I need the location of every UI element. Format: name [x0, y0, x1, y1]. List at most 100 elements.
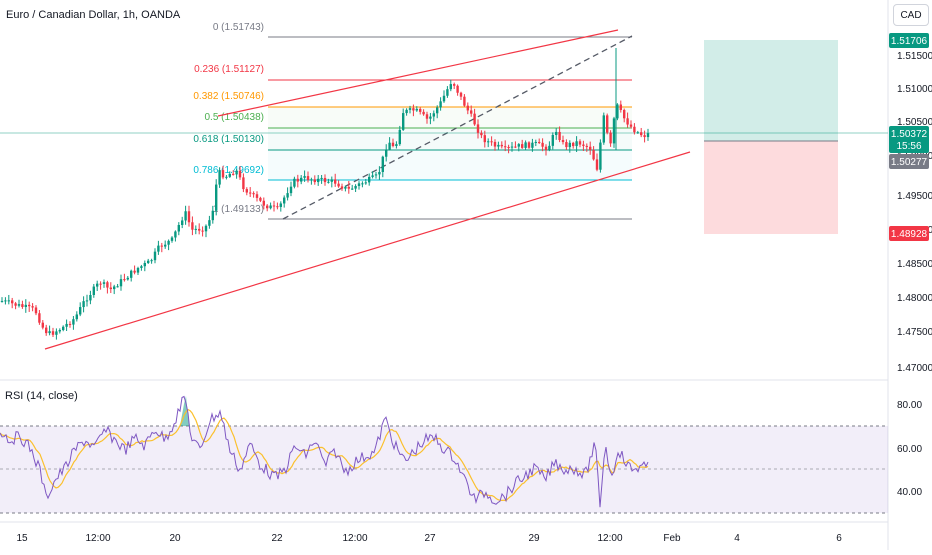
candle-body[interactable]	[398, 129, 401, 145]
candle-body[interactable]	[208, 220, 211, 226]
candle-body[interactable]	[109, 287, 112, 290]
candle-body[interactable]	[123, 279, 126, 281]
candle-body[interactable]	[327, 181, 330, 183]
candle-body[interactable]	[351, 188, 354, 190]
candle-body[interactable]	[419, 108, 422, 112]
candle-body[interactable]	[493, 141, 497, 147]
candle-body[interactable]	[582, 144, 585, 146]
candle-body[interactable]	[466, 105, 469, 111]
candle-body[interactable]	[92, 286, 95, 296]
candle-body[interactable]	[286, 193, 289, 198]
candle-body[interactable]	[102, 282, 106, 284]
candle-body[interactable]	[17, 304, 21, 306]
candle-body[interactable]	[531, 142, 534, 148]
candle-body[interactable]	[575, 141, 578, 147]
candle-body[interactable]	[266, 205, 269, 209]
candle-body[interactable]	[459, 92, 463, 97]
time-axis[interactable]: 15 12:00 20 22 12:00 27 29 12:00 Feb 4 6	[16, 533, 842, 544]
candle-body[interactable]	[153, 251, 157, 261]
candle-body[interactable]	[293, 178, 296, 187]
candle-body[interactable]	[330, 179, 333, 182]
candle-body[interactable]	[337, 183, 340, 187]
candle-body[interactable]	[388, 142, 391, 150]
candle-body[interactable]	[232, 173, 235, 175]
price-axis[interactable]: 1.515001.510001.505001.500001.495001.490…	[897, 51, 932, 374]
candle-body[interactable]	[21, 304, 24, 308]
candle-body[interactable]	[300, 177, 303, 182]
candle-body[interactable]	[235, 170, 238, 175]
candle-body[interactable]	[225, 176, 228, 178]
candle-body[interactable]	[89, 295, 92, 301]
candle-body[interactable]	[72, 319, 75, 325]
candle-body[interactable]	[616, 104, 619, 119]
candle-body[interactable]	[541, 142, 544, 147]
candle-body[interactable]	[323, 177, 327, 183]
candle-body[interactable]	[422, 111, 425, 115]
candle-body[interactable]	[534, 141, 537, 143]
badge-entry[interactable]: 1.50277	[889, 154, 929, 169]
candle-body[interactable]	[480, 132, 483, 136]
candle-body[interactable]	[507, 146, 510, 148]
long-position-loss-zone[interactable]	[704, 141, 838, 234]
rsi-line[interactable]	[0, 395, 649, 508]
candle-body[interactable]	[442, 95, 446, 102]
candle-body[interactable]	[24, 304, 27, 308]
candle-body[interactable]	[75, 314, 78, 320]
candle-body[interactable]	[402, 113, 405, 130]
candle-body[interactable]	[371, 175, 374, 177]
candle-body[interactable]	[524, 142, 527, 148]
candle-body[interactable]	[276, 206, 279, 208]
candle-body[interactable]	[215, 184, 218, 211]
candle-body[interactable]	[45, 327, 48, 334]
candle-body[interactable]	[7, 300, 10, 302]
candle-body[interactable]	[259, 197, 262, 201]
candle-body[interactable]	[242, 177, 245, 190]
candle-body[interactable]	[48, 331, 51, 334]
candle-body[interactable]	[599, 142, 602, 170]
candle-body[interactable]	[429, 116, 432, 119]
candle-body[interactable]	[0, 300, 4, 302]
candle-body[interactable]	[439, 101, 442, 108]
candle-body[interactable]	[405, 109, 408, 114]
candle-body[interactable]	[558, 131, 561, 141]
candle-body[interactable]	[184, 211, 187, 221]
candle-body[interactable]	[527, 142, 531, 148]
candle-body[interactable]	[578, 141, 582, 145]
candle-body[interactable]	[41, 322, 44, 328]
candle-body[interactable]	[391, 142, 395, 147]
candle-body[interactable]	[221, 170, 225, 178]
candle-body[interactable]	[565, 142, 568, 148]
candle-body[interactable]	[636, 132, 639, 134]
candle-body[interactable]	[592, 150, 595, 160]
candle-body[interactable]	[449, 84, 452, 90]
candle-body[interactable]	[432, 113, 435, 117]
candle-body[interactable]	[228, 173, 231, 177]
candle-body[interactable]	[609, 132, 612, 144]
candle-body[interactable]	[62, 326, 65, 331]
candle-body[interactable]	[170, 237, 174, 241]
candle-body[interactable]	[497, 144, 500, 147]
candle-body[interactable]	[34, 307, 38, 314]
candle-body[interactable]	[306, 176, 310, 181]
candle-body[interactable]	[585, 145, 588, 147]
candle-body[interactable]	[357, 183, 361, 186]
candle-body[interactable]	[14, 303, 17, 306]
candle-body[interactable]	[415, 108, 418, 111]
candle-body[interactable]	[174, 231, 177, 238]
candle-body[interactable]	[643, 135, 646, 138]
candle-body[interactable]	[629, 124, 633, 127]
candle-body[interactable]	[510, 146, 514, 148]
candle-body[interactable]	[269, 205, 272, 209]
candle-body[interactable]	[504, 146, 507, 148]
candle-body[interactable]	[487, 141, 490, 143]
candle-body[interactable]	[476, 124, 480, 133]
rsi-ma-line[interactable]	[0, 408, 649, 502]
channel-lower-line[interactable]	[44, 151, 691, 350]
candle-body[interactable]	[310, 179, 313, 181]
badge-target[interactable]: 1.51706	[889, 33, 929, 48]
candle-body[interactable]	[446, 89, 449, 96]
candle-body[interactable]	[425, 114, 429, 119]
currency-button[interactable]: CAD	[893, 4, 929, 26]
candle-body[interactable]	[85, 300, 89, 302]
